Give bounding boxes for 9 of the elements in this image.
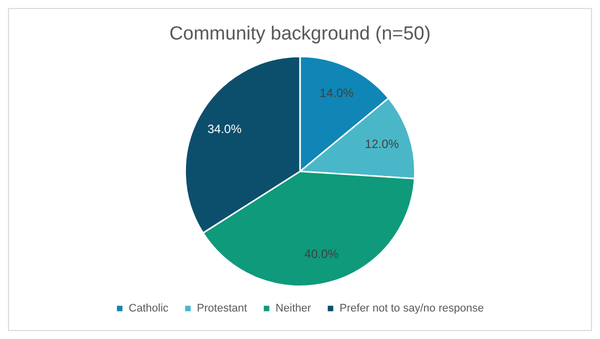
legend-label: Prefer not to say/no response bbox=[340, 302, 484, 315]
data-label: 14.0% bbox=[320, 86, 354, 100]
legend-label: Protestant bbox=[196, 302, 248, 315]
legend-label: Catholic bbox=[128, 302, 169, 315]
data-label: 34.0% bbox=[208, 122, 242, 136]
chart-title: Community background (n=50) bbox=[169, 24, 431, 45]
data-label: 12.0% bbox=[364, 137, 400, 152]
legend-label: Neither bbox=[276, 302, 312, 315]
data-label: 40.0% bbox=[304, 247, 339, 262]
